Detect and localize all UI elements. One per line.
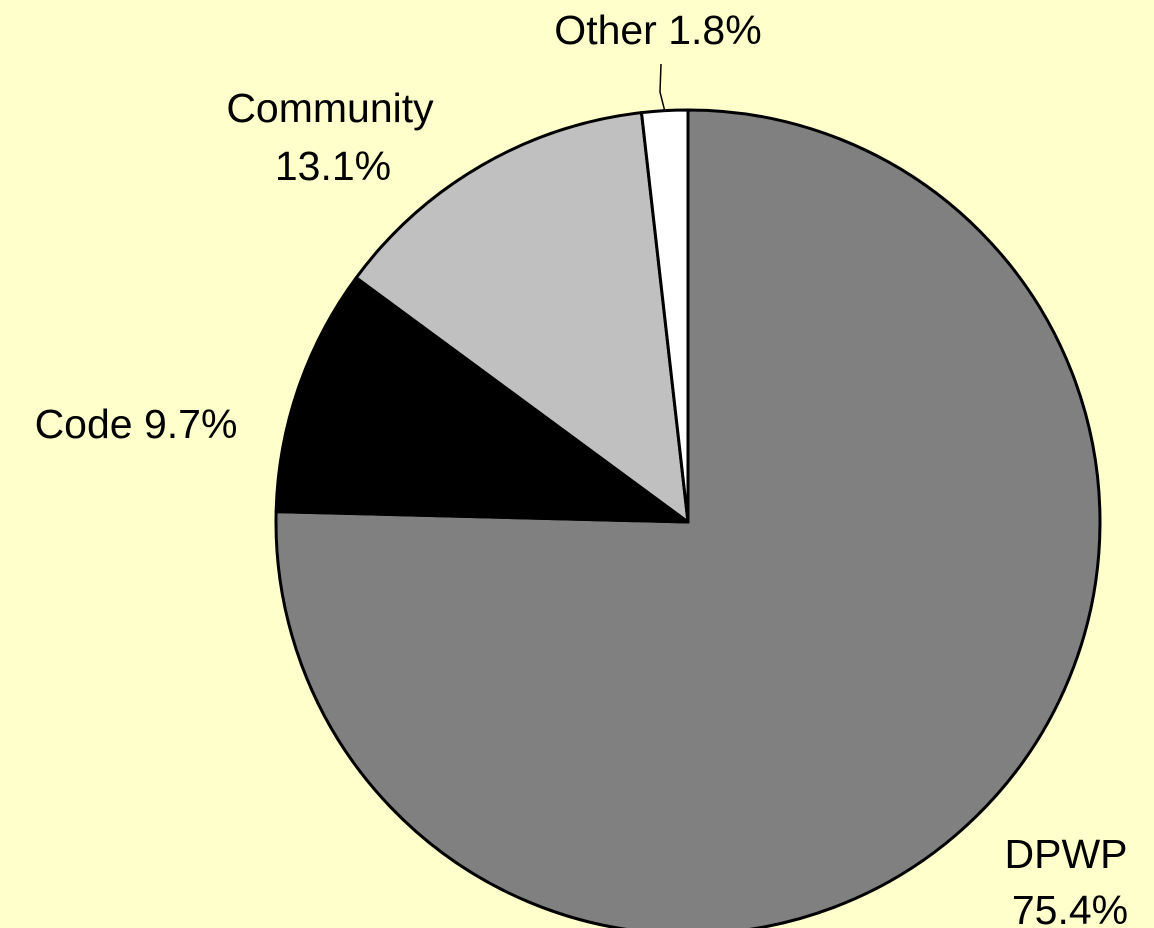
pie-slice-community: [354, 111, 690, 524]
pie-slice-code: [274, 276, 690, 524]
slice-label-dpwp-name: DPWP: [1005, 831, 1128, 877]
leader-lines-layer: [659, 63, 666, 111]
slice-label-dpwp-percent: 75.4%: [1012, 887, 1128, 928]
slices-layer: [274, 108, 1102, 928]
slice-label-community-name: Community: [226, 85, 434, 131]
slice-label-community-percent: 13.1%: [275, 143, 391, 189]
slice-labels-layer: DPWP 75.4% Code 9.7% Community 13.1% Other 1.…: [35, 7, 1129, 928]
pie-slice-dpwp: [274, 108, 1102, 928]
leader-line-other: [659, 63, 666, 111]
slice-label-other: Other 1.8%: [554, 7, 761, 53]
slice-label-code: Code 9.7%: [35, 401, 238, 447]
